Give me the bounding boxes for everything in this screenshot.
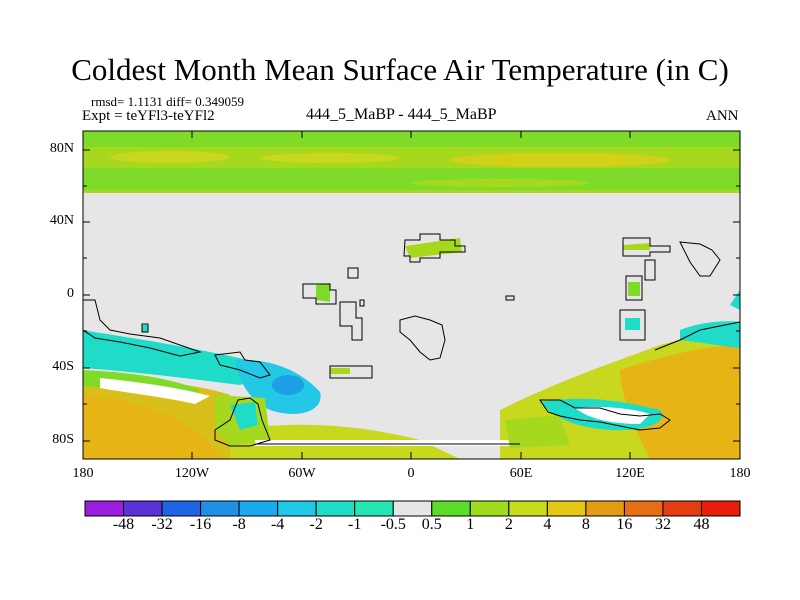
maritime-cool-patch (625, 318, 640, 330)
colorbar-label: -48 (112, 516, 135, 533)
lat-label-40n: 40N (49, 213, 74, 228)
diff-text: diff= 0.349059 (166, 94, 244, 109)
colorbar-label: -16 (189, 516, 212, 533)
comparison-label: 444_5_MaBP - 444_5_MaBP (306, 106, 497, 123)
lat-label-80n: 80N (49, 141, 74, 156)
colorbar-label: -8 (232, 516, 246, 533)
rmsd-text: rmsd= 1.1131 (91, 94, 163, 109)
lon-label-180w: 180 (72, 466, 94, 481)
colorbar-swatch (238, 500, 279, 517)
south-atlantic-patch (330, 368, 350, 374)
lon-label-60w: 60W (288, 466, 316, 481)
colorbar-label: -2 (309, 516, 323, 533)
season-label: ANN (706, 108, 739, 124)
colorbar-swatch (161, 500, 202, 517)
colorbar (84, 500, 741, 517)
colorbar-label: -4 (270, 516, 285, 533)
colorbar-label: 4 (543, 516, 552, 533)
cool-patch-east-pacific (680, 321, 740, 348)
colorbar-swatch (315, 500, 356, 517)
continent-outlines (83, 233, 740, 447)
antarctic-white-strip (255, 440, 520, 446)
lon-label-60e: 60E (509, 466, 533, 481)
japan-patch (623, 243, 650, 250)
colorbar-label: 16 (616, 516, 633, 533)
colorbar-swatch (585, 500, 625, 517)
colorbar-swatch (431, 500, 471, 517)
arctic-band-top (83, 131, 740, 147)
lon-label-120w: 120W (174, 466, 210, 481)
experiment-label: Expt = teYFl3-teYFl2 (82, 108, 215, 124)
cool-patch-deep (272, 375, 304, 395)
white-patch-indian (575, 406, 650, 424)
lat-ticks (83, 149, 740, 442)
green-patch-indian (505, 415, 570, 448)
lon-label-0: 0 (407, 466, 415, 481)
colorbar-swatch (662, 500, 702, 517)
arctic-band-lower (83, 168, 740, 190)
lon-label-120e: 120E (615, 466, 645, 481)
colorbar-label: 32 (654, 516, 671, 533)
map-title: Coldest Month Mean Surface Air Temperatu… (71, 52, 729, 87)
colorbar-label: 1 (466, 516, 475, 533)
southern-warm-west-core (83, 395, 220, 459)
mediterranean-patch (405, 238, 462, 258)
colorbar-swatch (200, 500, 240, 517)
colorbar-label: -1 (348, 516, 362, 533)
arctic-patch (410, 179, 590, 187)
colorbar-label: -32 (151, 516, 173, 533)
colorbar-label: 0.5 (421, 516, 442, 533)
colorbar-swatch (469, 500, 510, 517)
colorbar-swatch (700, 500, 741, 517)
colorbar-swatch (84, 500, 125, 517)
peninsula-cool (230, 402, 258, 430)
cool-patch-pacific (83, 330, 280, 385)
lon-ticks (82, 131, 631, 459)
stats-line: rmsd= 1.1131 diff= 0.349059 (91, 94, 244, 110)
lat-label-0: 0 (67, 286, 74, 301)
maritime-patch (628, 282, 640, 296)
colorbar-swatch (623, 500, 664, 517)
colorbar-swatch (277, 500, 317, 517)
colorbar-label: 48 (693, 516, 710, 533)
colorbar-swatch (546, 500, 587, 517)
colorbar-swatch (508, 500, 548, 517)
map-field (83, 131, 740, 459)
lon-label-180e: 180 (729, 466, 751, 481)
colorbar-swatch (123, 500, 163, 517)
white-streak (100, 378, 210, 404)
southern-warm-east (620, 345, 740, 459)
colorbar-label: 8 (581, 516, 590, 533)
arctic-warm-patch (110, 151, 230, 163)
small-cool-patch (142, 325, 148, 332)
arctic-warm-patch (450, 153, 670, 167)
caribbean-patch (316, 283, 330, 302)
colorbar-label: -0.5 (380, 516, 406, 533)
lat-label-80s: 80S (52, 432, 74, 447)
lat-label-40s: 40S (52, 359, 74, 374)
colorbar-swatch (392, 500, 433, 517)
arctic-warm-patch (260, 153, 400, 163)
colorbar-swatch (354, 500, 394, 517)
colorbar-label: 2 (504, 516, 513, 533)
